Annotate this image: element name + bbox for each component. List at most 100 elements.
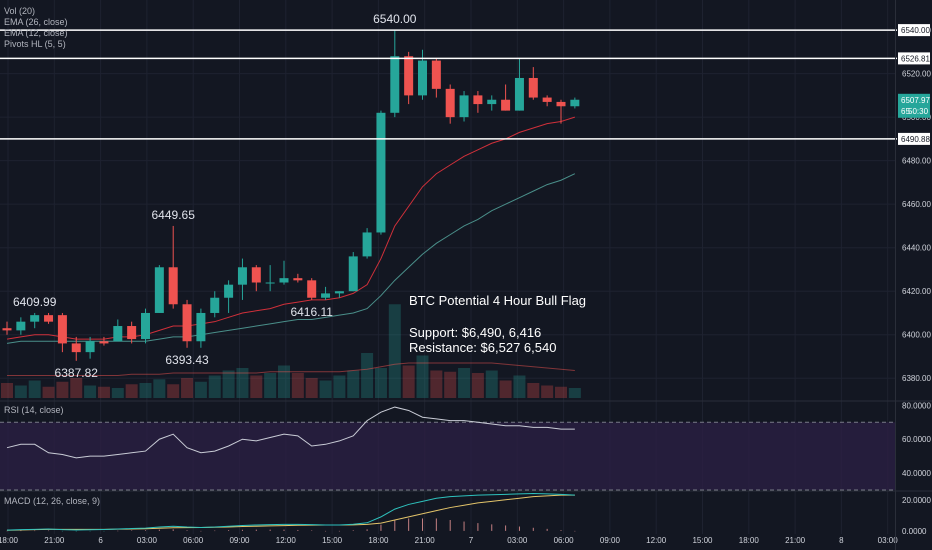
pivot-label: 6409.99 [13, 295, 57, 309]
volume-bar [361, 353, 374, 398]
annotation-title: BTC Potential 4 Hour Bull Flag [409, 293, 586, 308]
legend-pivots[interactable]: Pivots HL (5, 5) [4, 39, 66, 49]
legend-ema12[interactable]: EMA (12, close) [4, 28, 68, 38]
time-axis-tick: 18:00 [368, 536, 389, 545]
price-tag-bg [898, 93, 930, 118]
macd-histogram-bar [186, 530, 188, 531]
price-tag-countdown: 50:30 [908, 107, 929, 116]
candle-body [334, 291, 344, 294]
macd-histogram-bar [505, 525, 507, 531]
rsi-axis-tick: 40.0000 [902, 469, 931, 478]
macd-histogram-bar [172, 529, 174, 531]
volume-bar [471, 373, 484, 398]
level-tag-label: 6490.88 [901, 135, 930, 144]
pivot-label: 6540.00 [373, 12, 417, 26]
macd-histogram-bar [283, 529, 285, 531]
time-axis-tick: 06:00 [554, 536, 575, 545]
volume-bar [42, 386, 55, 398]
macd-histogram-bar [352, 530, 354, 531]
time-axis-tick: 12:00 [646, 536, 667, 545]
candle [334, 291, 344, 298]
volume-bar [541, 385, 554, 398]
volume-bar [444, 371, 457, 398]
macd-histogram-bar [325, 530, 327, 532]
macd-histogram-bar [435, 518, 437, 531]
main-legend: Vol (20) EMA (26, close) EMA (12, close)… [4, 6, 68, 50]
candle-body [404, 56, 414, 96]
candle [237, 258, 247, 300]
candle-body [293, 278, 303, 281]
candle-body [237, 267, 247, 285]
macd-histogram-bar [269, 529, 271, 531]
volume-bar [56, 381, 69, 398]
volume-bar [347, 370, 360, 398]
macd-histogram-bar [394, 520, 396, 531]
candle [487, 95, 497, 111]
legend-vol[interactable]: Vol (20) [4, 6, 36, 16]
volume-bar [388, 304, 401, 398]
time-axis-tick: 15:00 [322, 536, 343, 545]
time-axis-tick: 03:00 [878, 536, 899, 545]
level-tag-bg [898, 24, 930, 37]
volume-bar [84, 385, 97, 398]
macd-histogram-bar [408, 518, 410, 531]
rsi-axis-tick: 80.0000 [902, 401, 931, 410]
candle-body [251, 267, 261, 283]
macd-histogram-bar [311, 530, 313, 531]
rsi-axis-tick: 60.0000 [902, 435, 931, 444]
legend-rsi[interactable]: RSI (14, close) [4, 405, 64, 415]
volume-bar [278, 365, 290, 398]
time-axis-tick: 12:00 [276, 536, 297, 545]
price-axis-tick: 6440.00 [902, 244, 931, 253]
candle-body [501, 99, 511, 111]
time-axis-tick: 21:00 [44, 536, 65, 545]
pivot-label: 6416.11 [290, 305, 333, 319]
volume-bar [458, 368, 471, 398]
candle-body [362, 232, 372, 257]
macd-histogram-bar [255, 529, 257, 531]
volume-bar [568, 388, 581, 398]
volume-bar [416, 355, 429, 398]
macd-histogram-bar [532, 527, 534, 531]
candle [307, 278, 317, 300]
candle [321, 286, 331, 300]
candle [2, 321, 12, 335]
candle-body [16, 321, 26, 331]
macd-histogram-bar [103, 530, 105, 532]
candle [44, 312, 54, 324]
candle-body [210, 297, 220, 313]
candle [279, 260, 289, 285]
level-tag-label: 6540.00 [901, 26, 930, 35]
macd-histogram-bar [491, 524, 493, 531]
candle-body [2, 328, 12, 331]
legend-ema26[interactable]: EMA (26, close) [4, 17, 68, 27]
price-axis-tick: 6380.00 [902, 374, 931, 383]
price-axis-tick: 6460.00 [902, 200, 931, 209]
volume-bar [97, 386, 110, 398]
candle-body [431, 60, 441, 89]
candle [404, 51, 414, 105]
time-axis-tick: 03:00 [137, 536, 158, 545]
candle-body [528, 77, 538, 98]
volume-bar [374, 368, 387, 398]
macd-histogram-bar [338, 530, 340, 532]
macd-histogram-bar [380, 524, 382, 531]
volume-bar [181, 378, 194, 398]
candle [57, 312, 67, 353]
candle [528, 67, 538, 100]
macd-histogram-bar [20, 530, 22, 532]
volume-bar [291, 373, 304, 398]
volume-bar [485, 370, 498, 398]
macd-histogram-bar [75, 530, 77, 532]
macd-histogram-bar [297, 529, 299, 531]
macd-axis-tick: 20.0000 [902, 496, 931, 505]
candle [127, 321, 137, 344]
annotation-support: Support: $6,490, 6,416 [409, 325, 541, 340]
volume-bar [139, 383, 152, 398]
legend-macd[interactable]: MACD (12, 26, close, 9) [4, 496, 101, 506]
candle-body [570, 99, 580, 107]
macd-histogram-bar [117, 530, 119, 532]
volume-bar [208, 375, 221, 398]
